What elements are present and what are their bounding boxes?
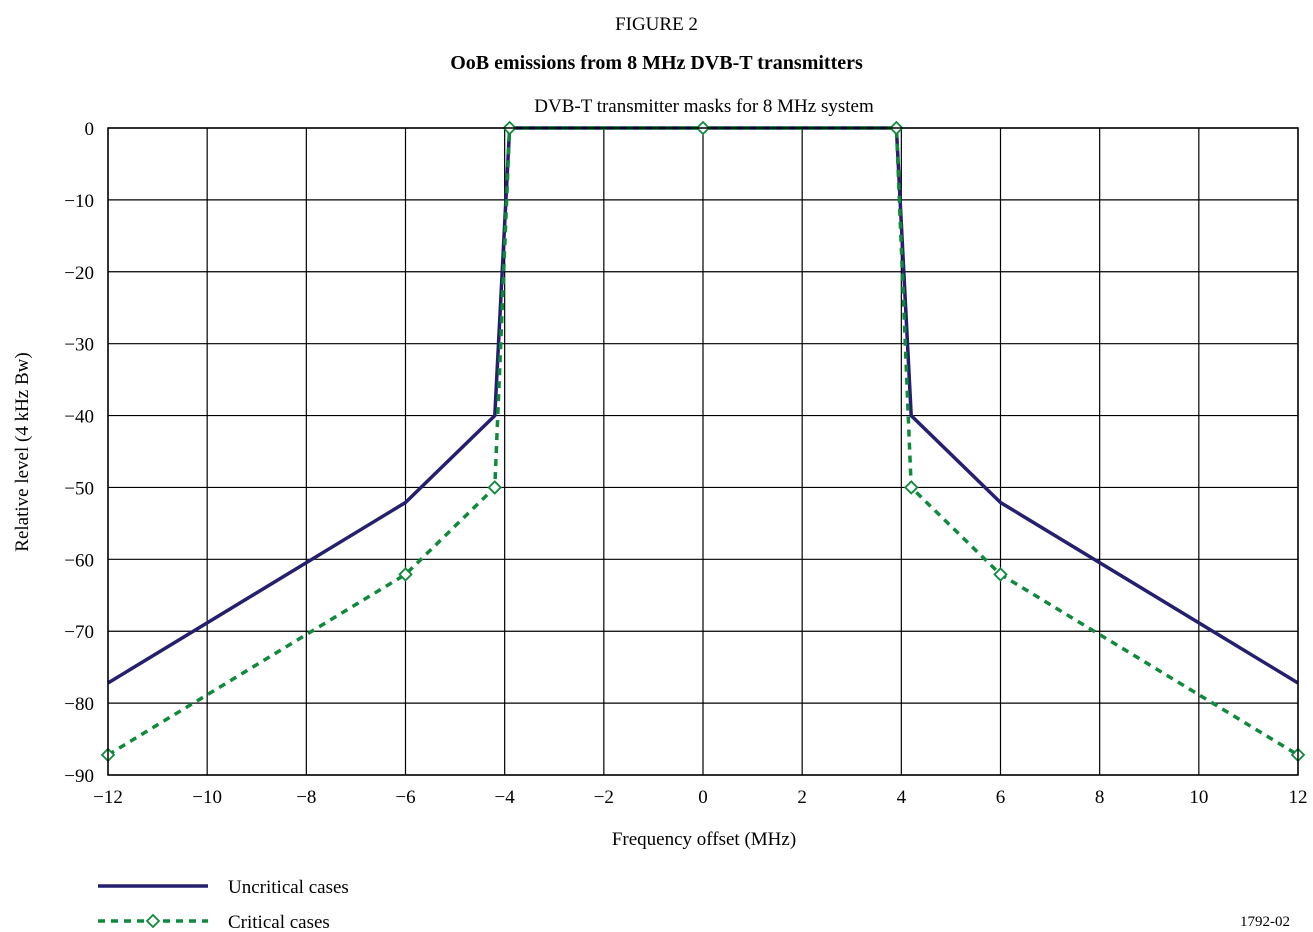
y-tick-label: −10	[64, 191, 94, 212]
data-point-critical	[903, 480, 919, 495]
legend: Uncritical cases Critical cases	[98, 877, 349, 932]
x-tick-label: −6	[395, 787, 415, 808]
y-tick-label: −60	[64, 550, 94, 571]
x-tick-label: 6	[996, 787, 1006, 808]
y-tick-label: 0	[85, 119, 95, 140]
y-axis-label: Relative level (4 kHz Bw)	[12, 352, 33, 551]
x-tick-label: −2	[594, 787, 614, 808]
x-tick-label: 4	[897, 787, 907, 808]
grid	[107, 127, 1299, 776]
tick-labels: −12 −10 −8 −6 −4 −2 0 2 4 6 8 10 120−10−20−30−40−50−…	[64, 119, 1307, 808]
legend-label-uncritical: Uncritical cases	[228, 877, 349, 898]
y-tick-label: −90	[64, 766, 94, 787]
legend-label-critical: Critical cases	[228, 912, 330, 932]
x-tick-label: 0	[698, 787, 708, 808]
y-tick-label: −20	[64, 263, 94, 284]
y-tick-label: −40	[64, 407, 94, 428]
data-point-critical	[993, 567, 1008, 582]
y-tick-label: −80	[64, 694, 94, 715]
x-tick-label: −8	[296, 787, 316, 808]
x-tick-label: 8	[1095, 787, 1105, 808]
data-point-critical	[487, 480, 503, 495]
x-axis-label: Frequency offset (MHz)	[612, 829, 796, 850]
x-tick-label: −12	[93, 787, 123, 808]
legend-marker-critical	[145, 913, 161, 929]
x-tick-label: 10	[1189, 787, 1208, 808]
reference-number: 1792-02	[1240, 914, 1290, 930]
data-point-critical	[398, 567, 413, 582]
x-tick-label: −4	[495, 787, 516, 808]
chart-title: DVB-T transmitter masks for 8 MHz system	[534, 96, 874, 117]
x-tick-label: −10	[192, 787, 222, 808]
y-tick-label: −70	[64, 622, 94, 643]
figure-title: OoB emissions from 8 MHz DVB-T transmitt…	[450, 52, 863, 74]
plot-frame	[107, 127, 1299, 776]
y-tick-label: −30	[64, 335, 94, 356]
x-tick-label: 12	[1289, 787, 1308, 808]
figure-label: FIGURE 2	[615, 14, 698, 35]
x-tick-label: 2	[797, 787, 807, 808]
y-tick-label: −50	[64, 478, 94, 499]
